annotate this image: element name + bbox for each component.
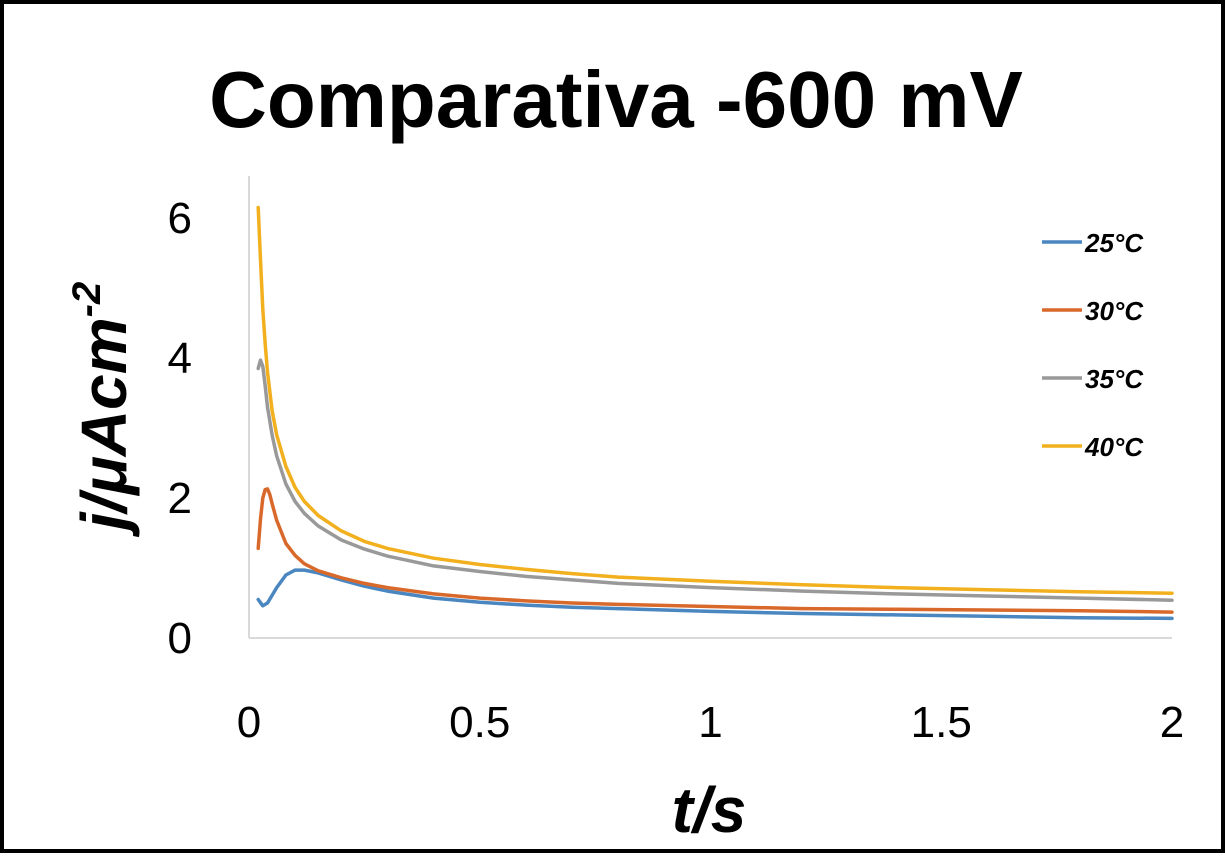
legend-label: 35°C — [1085, 364, 1144, 394]
series-layer — [256, 205, 1174, 621]
legend-item: 40°C — [1042, 432, 1144, 462]
x-tick-label: 1.5 — [911, 698, 972, 747]
legend-item: 25°C — [1042, 228, 1144, 258]
series-line-35c — [256, 358, 1174, 602]
legend: 25°C 30°C 35°C 40°C — [1042, 228, 1144, 462]
legend-label: 25°C — [1084, 228, 1144, 258]
y-tick-label: 2 — [168, 474, 192, 523]
y-tick-labels: 0 2 4 6 — [168, 194, 192, 663]
x-axis-label: t/s — [672, 774, 747, 846]
legend-item: 30°C — [1042, 296, 1144, 326]
y-axis-label-superscript: -2 — [65, 282, 109, 318]
x-tick-label: 0 — [237, 698, 261, 747]
y-tick-label: 0 — [168, 614, 192, 663]
x-tick-label: 2 — [1160, 698, 1184, 747]
y-axis-label: j/μAcm-2 — [65, 282, 140, 537]
series-line-25c — [256, 568, 1174, 621]
series-line-30c — [256, 487, 1174, 614]
axes — [248, 176, 1172, 639]
x-tick-label: 0.5 — [449, 698, 510, 747]
x-tick-labels: 0 0.5 1 1.5 2 — [237, 698, 1184, 747]
line-chart: Comparativa -600 mV 0 2 4 6 0 0.5 1 1.5 2 25°C 3… — [65, 55, 1184, 846]
x-tick-label: 1 — [698, 698, 722, 747]
legend-label: 40°C — [1084, 432, 1144, 462]
legend-label: 30°C — [1085, 296, 1144, 326]
series-line-40c — [256, 205, 1174, 595]
chart-title: Comparativa -600 mV — [209, 55, 1023, 144]
legend-item: 35°C — [1042, 364, 1144, 394]
y-tick-label: 4 — [168, 334, 192, 383]
y-tick-label: 6 — [168, 194, 192, 243]
y-axis-label-main: j/μAcm — [68, 317, 140, 537]
